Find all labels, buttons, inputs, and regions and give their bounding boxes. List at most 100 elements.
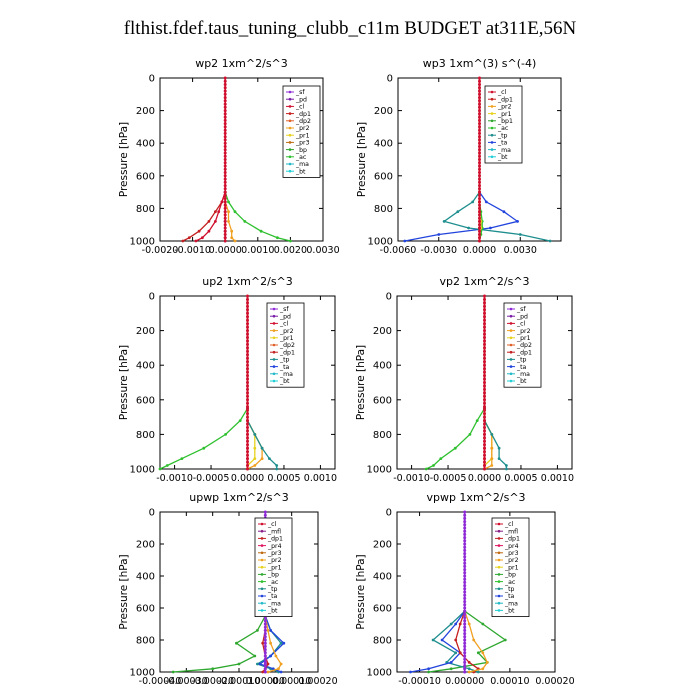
series-point <box>467 226 470 230</box>
y-tick-label: 1000 <box>367 668 392 679</box>
legend-label: _ta <box>279 364 290 371</box>
legend-label: _cl <box>279 321 288 328</box>
series-line <box>442 78 551 242</box>
legend-label: _dp1 <box>497 96 513 103</box>
chart-title: wp2 1xm^2/s^3 <box>195 57 288 70</box>
series-line <box>404 78 520 242</box>
legend-label: _bt <box>516 378 527 385</box>
legend-marker <box>509 307 513 311</box>
series-point <box>497 457 501 460</box>
series-point <box>471 200 475 204</box>
legend-marker <box>490 126 494 130</box>
series-point <box>481 667 485 671</box>
series-point <box>256 629 259 632</box>
series-point <box>194 239 198 243</box>
legend-marker <box>288 133 292 137</box>
legend-label: _cl <box>295 104 304 111</box>
series-point <box>548 239 552 243</box>
legend-box <box>282 85 321 178</box>
x-tick-label: 0.0010 <box>241 245 274 256</box>
x-tick-label: -0.00010 <box>218 676 261 687</box>
legend-label: _tp <box>267 586 278 593</box>
legend-marker <box>490 155 494 159</box>
legend-label: _pd <box>516 313 528 320</box>
series-point <box>217 210 221 214</box>
x-tick-label: 0.0000 <box>463 245 496 256</box>
y-tick-label: 1000 <box>130 465 155 476</box>
legend-marker <box>509 343 513 347</box>
series-line <box>431 512 479 673</box>
series-point <box>454 638 458 642</box>
series-line <box>224 78 291 242</box>
series-point <box>481 651 485 655</box>
legend-marker <box>497 565 501 569</box>
legend-marker <box>272 343 276 347</box>
legend-marker <box>272 314 276 318</box>
series-point <box>202 446 206 450</box>
legend-label: _dp2 <box>516 342 532 349</box>
legend-marker <box>272 350 276 354</box>
y-tick-label: 200 <box>373 326 392 337</box>
series-point <box>171 670 175 674</box>
y-tick-label: 0 <box>386 508 392 519</box>
legend-label: _dp1 <box>516 349 532 356</box>
x-tick-label: -0.0020 <box>142 245 179 256</box>
legend-marker <box>497 529 501 533</box>
series-line <box>455 512 480 673</box>
series-point <box>467 622 471 626</box>
x-tick-label: 0.0020 <box>274 245 307 256</box>
x-tick-label: 0.0010 <box>541 473 574 484</box>
y-tick-label: 600 <box>373 604 392 615</box>
y-tick-label: 0 <box>387 74 393 85</box>
legend-marker <box>497 573 501 576</box>
series-point <box>253 464 257 467</box>
plot-frame <box>396 511 556 673</box>
legend-label: _tp <box>279 357 290 364</box>
legend-marker <box>509 322 513 325</box>
series-point <box>214 220 217 223</box>
legend-marker <box>497 551 501 555</box>
legend-marker <box>509 365 513 368</box>
legend-label: _ta <box>516 364 527 371</box>
legend-label: _bp <box>504 572 516 579</box>
legend-marker <box>490 97 494 101</box>
y-axis-label: Pressure [hPa] <box>118 554 130 629</box>
series-point <box>253 457 257 460</box>
legend-label: _pr3 <box>504 550 519 557</box>
series-point <box>490 433 494 436</box>
legend-marker <box>497 601 501 605</box>
legend-label: _ma <box>295 161 309 168</box>
legend-marker <box>260 580 264 583</box>
legend-label: _dp1 <box>295 111 311 118</box>
series-line <box>425 296 486 470</box>
series-point <box>454 651 458 655</box>
series-point <box>214 210 217 214</box>
legend-label: _cl <box>504 521 513 528</box>
legend-label: _ta <box>504 593 515 600</box>
x-tick-label: 0.00010 <box>272 676 311 687</box>
legend-marker <box>490 119 494 123</box>
series-point <box>211 667 215 671</box>
series-point <box>454 622 458 626</box>
series-point <box>224 433 228 436</box>
legend-marker <box>497 544 501 547</box>
legend-label: _ac <box>504 579 516 586</box>
y-tick-label: 400 <box>136 572 155 583</box>
series-point <box>437 233 441 236</box>
series-point <box>237 662 241 666</box>
y-tick-label: 800 <box>136 430 155 441</box>
y-tick-label: 200 <box>136 106 155 117</box>
series-point <box>467 661 471 664</box>
series-point <box>409 670 412 674</box>
legend-marker <box>509 336 513 340</box>
series-point <box>266 670 270 674</box>
series-point <box>449 661 453 664</box>
legend-label: _ma <box>516 371 530 378</box>
x-tick-label: 0.0010 <box>304 473 337 484</box>
legend-marker <box>260 558 264 562</box>
series-point <box>505 467 508 471</box>
legend-marker <box>272 358 276 361</box>
chart-title: vp2 1xm^2/s^3 <box>439 275 529 288</box>
legend-marker <box>288 105 292 108</box>
series-point <box>476 651 480 655</box>
